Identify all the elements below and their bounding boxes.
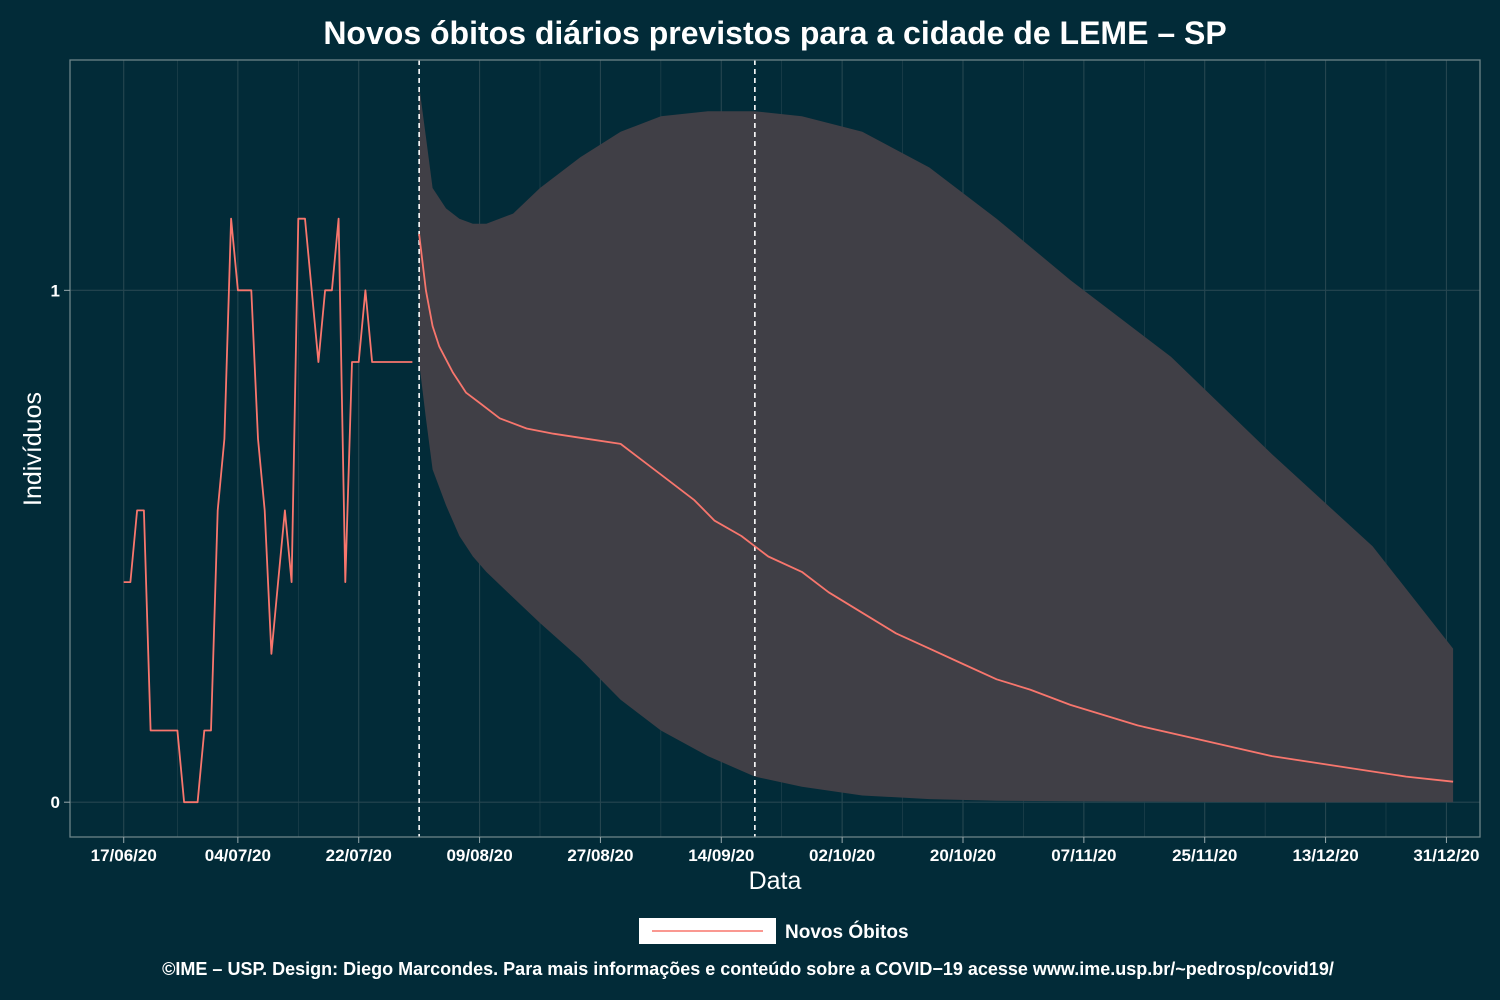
x-tick-label: 14/09/20 bbox=[688, 846, 754, 865]
plot-frame bbox=[69, 59, 1481, 838]
x-tick-label: 25/11/20 bbox=[1172, 846, 1237, 865]
predicted-deaths-line bbox=[418, 233, 1454, 783]
prediction-interval bbox=[419, 85, 1454, 803]
x-tick-label: 27/08/20 bbox=[567, 846, 633, 865]
legend-label: Novos Óbitos bbox=[785, 921, 909, 943]
chart-title: Novos óbitos diários previstos para a ci… bbox=[323, 15, 1226, 51]
x-tick-label: 20/10/20 bbox=[930, 846, 996, 865]
x-tick-label: 13/12/20 bbox=[1292, 846, 1358, 865]
x-tick-label: 07/11/20 bbox=[1051, 846, 1116, 865]
y-axis-title: Indivíduos bbox=[19, 392, 47, 506]
observed-deaths-line bbox=[123, 217, 413, 804]
x-axis-title: Data bbox=[749, 867, 802, 895]
series-lines bbox=[123, 217, 1454, 804]
prediction-interval-band bbox=[419, 85, 1454, 803]
y-tick-label: 0 bbox=[51, 793, 60, 812]
x-tick-label: 02/10/20 bbox=[809, 846, 875, 865]
legend: Novos Óbitos bbox=[639, 918, 909, 944]
x-tick-label: 04/07/20 bbox=[205, 846, 271, 865]
x-tick-label: 17/06/20 bbox=[91, 846, 157, 865]
x-tick-label: 09/08/20 bbox=[446, 846, 512, 865]
x-tick-label: 22/07/20 bbox=[326, 846, 392, 865]
y-axis-ticks: 01 bbox=[51, 281, 70, 812]
caption: ©IME – USP. Design: Diego Marcondes. Par… bbox=[162, 959, 1334, 979]
reference-lines bbox=[418, 60, 756, 837]
x-tick-label: 31/12/20 bbox=[1413, 846, 1479, 865]
y-tick-label: 1 bbox=[51, 281, 60, 300]
x-axis-ticks: 17/06/20 04/07/20 22/07/20 09/08/20 27/08/20… bbox=[91, 837, 1480, 865]
